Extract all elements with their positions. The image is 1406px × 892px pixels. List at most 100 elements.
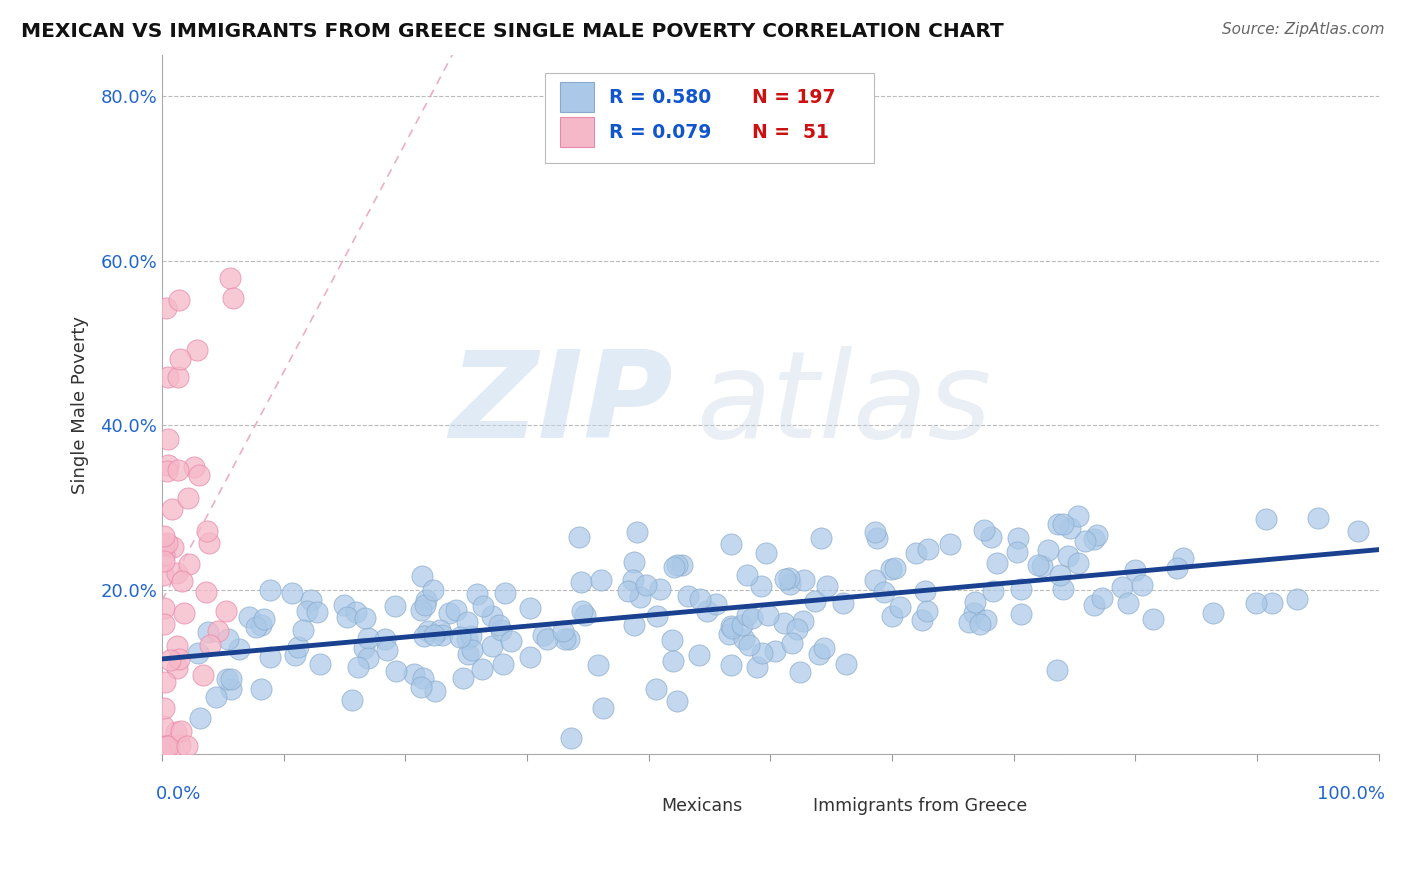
Point <box>177 558 200 572</box>
Point <box>250 618 273 632</box>
Point <box>621 573 644 587</box>
Point <box>571 575 593 590</box>
Point <box>167 293 190 308</box>
Point <box>630 590 652 604</box>
Point <box>574 607 596 622</box>
Point <box>217 632 239 646</box>
Point <box>155 739 177 753</box>
Point <box>159 653 181 667</box>
Point <box>204 690 226 705</box>
Point <box>183 459 205 474</box>
Point <box>1111 580 1133 594</box>
Text: R = 0.580: R = 0.580 <box>609 87 711 106</box>
Point <box>191 668 214 682</box>
Point <box>560 731 582 745</box>
Point <box>519 601 541 615</box>
Point <box>720 618 742 632</box>
Text: 0.0%: 0.0% <box>156 786 201 804</box>
Point <box>773 572 796 586</box>
Point <box>219 681 242 696</box>
Point <box>423 628 446 642</box>
Point <box>882 609 904 624</box>
Point <box>166 566 188 580</box>
Point <box>786 622 808 636</box>
Point <box>357 631 380 645</box>
Point <box>779 577 801 591</box>
Point <box>169 352 191 367</box>
Point <box>963 595 986 609</box>
Point <box>1202 606 1225 620</box>
Point <box>489 623 512 637</box>
Point <box>558 632 581 647</box>
Point <box>568 530 591 544</box>
Point <box>904 546 927 560</box>
Point <box>1142 612 1164 626</box>
Point <box>357 651 380 665</box>
Point <box>866 532 889 546</box>
Point <box>720 657 742 672</box>
Point <box>375 643 398 657</box>
Point <box>815 579 838 593</box>
FancyBboxPatch shape <box>546 72 873 163</box>
Point <box>309 657 332 672</box>
Point <box>645 608 668 623</box>
Point <box>911 613 934 627</box>
Point <box>880 561 903 575</box>
Point <box>1130 577 1153 591</box>
Point <box>409 603 432 617</box>
Point <box>1007 531 1029 545</box>
Point <box>166 639 188 653</box>
Point <box>481 640 503 654</box>
Point <box>1049 568 1071 582</box>
Point <box>810 532 832 546</box>
Point <box>305 605 328 619</box>
Point <box>456 615 478 629</box>
Point <box>1306 510 1329 524</box>
Point <box>411 680 433 694</box>
Point <box>353 640 375 655</box>
Text: N = 197: N = 197 <box>752 87 835 106</box>
Point <box>957 615 980 629</box>
Point <box>648 582 671 596</box>
Point <box>1031 559 1053 574</box>
Point <box>156 370 179 384</box>
Point <box>1059 520 1081 534</box>
Point <box>915 604 938 618</box>
Point <box>519 649 541 664</box>
Point <box>413 629 436 643</box>
Point <box>471 662 494 676</box>
Point <box>340 692 363 706</box>
Point <box>889 600 911 615</box>
Point <box>1347 524 1369 538</box>
Point <box>218 271 240 285</box>
Bar <box>560 82 593 112</box>
Point <box>153 700 176 714</box>
Point <box>169 738 191 752</box>
Point <box>981 584 1004 599</box>
Point <box>198 638 221 652</box>
Point <box>162 540 184 554</box>
Point <box>488 618 510 632</box>
Point <box>807 647 830 661</box>
Point <box>152 739 174 753</box>
Point <box>661 632 683 647</box>
Point <box>449 630 471 644</box>
Point <box>422 583 444 598</box>
Point <box>412 671 434 685</box>
Point <box>384 599 406 613</box>
Point <box>1123 563 1146 577</box>
Point <box>863 525 886 540</box>
Point <box>460 629 482 643</box>
Point <box>215 604 238 618</box>
Point <box>751 646 773 660</box>
Point <box>741 611 763 625</box>
Point <box>152 719 174 733</box>
Point <box>592 701 614 715</box>
Point <box>198 536 221 550</box>
Point <box>346 659 368 673</box>
Text: MEXICAN VS IMMIGRANTS FROM GREECE SINGLE MALE POVERTY CORRELATION CHART: MEXICAN VS IMMIGRANTS FROM GREECE SINGLE… <box>21 22 1004 41</box>
Point <box>245 620 267 634</box>
Point <box>155 301 177 316</box>
Point <box>299 593 322 607</box>
Point <box>1073 533 1095 548</box>
